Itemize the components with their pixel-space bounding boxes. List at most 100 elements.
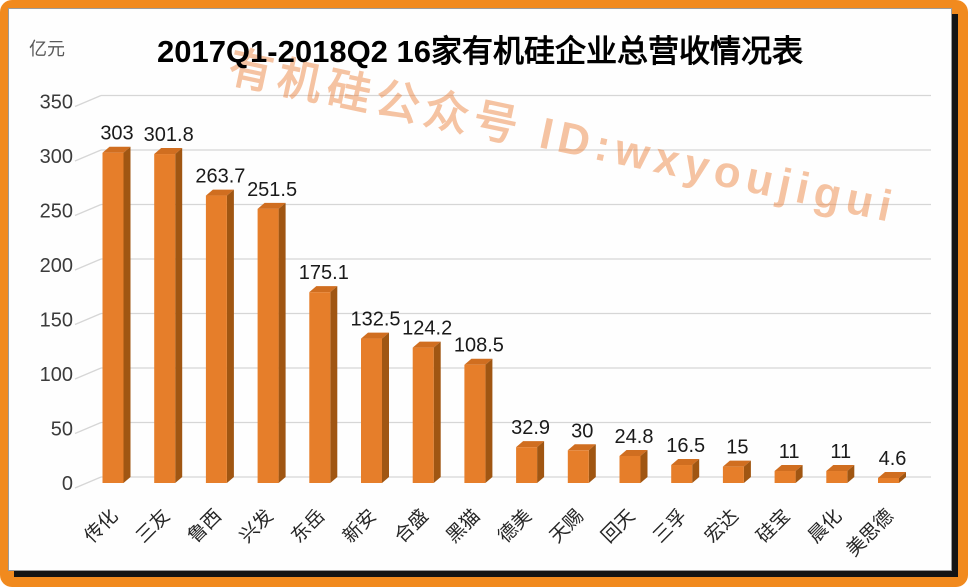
bar [464, 364, 486, 483]
x-category-label: 天赐 [546, 506, 588, 548]
bar [412, 347, 434, 483]
x-category-label: 宏达 [700, 505, 742, 547]
bar-top-face [826, 465, 855, 472]
bar [102, 152, 124, 484]
bar-top-face [257, 202, 286, 209]
bar-value-label: 30 [571, 420, 593, 442]
y-tick-label: 0 [62, 473, 73, 495]
bar-side-face [123, 146, 131, 484]
bar-side-face [537, 441, 545, 483]
bar-side-face [433, 341, 441, 483]
y-axis-unit-label: 亿元 [29, 39, 65, 59]
bar-side-face [899, 471, 906, 483]
bar-value-label: 132.5 [350, 309, 400, 331]
chart-title: 2017Q1-2018Q2 16家有机硅企业总营收情况表 [156, 34, 804, 69]
bar-top-face [619, 449, 648, 456]
y-tick-label: 250 [40, 201, 73, 223]
bar [257, 208, 279, 484]
bar [878, 477, 899, 483]
bar-top-face [154, 148, 183, 155]
x-category-label: 晨化 [804, 505, 846, 547]
y-axis-tick [74, 149, 102, 162]
bar-top-face [309, 286, 338, 293]
bar-side-face [382, 332, 389, 483]
bar-side-face [226, 189, 234, 483]
bar [619, 455, 641, 483]
x-category-label: 回天 [598, 506, 640, 548]
x-category-label: 鲁西 [183, 505, 225, 547]
bar-side-face [795, 465, 803, 483]
x-category-label: 美思德 [842, 505, 898, 561]
x-category-label: 德美 [494, 505, 536, 547]
bar [671, 465, 693, 483]
bar-value-label: 108.5 [454, 335, 504, 357]
bar-value-label: 251.5 [247, 179, 297, 201]
bar-value-label: 175.1 [299, 262, 349, 284]
bar [154, 154, 176, 483]
bar-side-face [692, 459, 700, 483]
bar-side-face [278, 202, 286, 484]
y-axis-tick [74, 258, 102, 271]
y-axis-tick [74, 476, 102, 489]
bar [774, 471, 796, 483]
bar-side-face [485, 358, 493, 483]
y-tick-label: 300 [40, 146, 73, 168]
bar-top-face [671, 459, 700, 466]
bar-side-face [588, 444, 596, 483]
y-axis-tick [74, 421, 102, 435]
bar-chart: 0 50 100 150 200 250 300 350 303 传化 301.8 三友 263.7 鲁西… [40, 92, 931, 561]
bar-value-label: 32.9 [511, 417, 550, 439]
bar-top-face [412, 341, 441, 348]
x-category-label: 三孚 [649, 505, 691, 547]
bar-top-face [722, 460, 751, 467]
bar [567, 450, 589, 483]
bar-value-label: 11 [779, 441, 800, 463]
bar-top-face [361, 332, 389, 339]
bar-top-face [878, 471, 906, 478]
bar [722, 466, 744, 483]
x-category-label: 新安 [339, 505, 381, 547]
bar-value-label: 301.8 [144, 124, 194, 146]
bar-side-face [847, 465, 855, 483]
bar-top-face [464, 358, 493, 365]
x-category-label: 三友 [132, 505, 174, 547]
bar-value-label: 124.2 [402, 318, 452, 340]
bar-value-label: 16.5 [666, 435, 705, 457]
bar [516, 447, 538, 483]
y-tick-label: 350 [40, 92, 73, 114]
bar [361, 338, 382, 483]
y-axis-tick [74, 367, 102, 380]
bar-value-label: 303 [100, 123, 133, 145]
y-tick-label: 150 [40, 310, 73, 332]
x-category-label: 传化 [80, 505, 122, 547]
y-axis-tick [74, 203, 102, 217]
bar [309, 292, 331, 483]
bar-side-face [330, 286, 338, 483]
y-axis-tick [74, 312, 102, 326]
chart-panel: 有机硅公众号 ID:wxyoujigui 亿元 2017Q1-2018Q2 16… [8, 8, 952, 571]
bar-top-face [516, 441, 545, 448]
y-tick-label: 100 [40, 364, 73, 386]
bar-side-face [640, 449, 648, 483]
bar-side-face [743, 460, 751, 483]
bar [205, 195, 227, 483]
x-category-label: 合盛 [390, 505, 432, 547]
bar-side-face [175, 148, 183, 483]
bar-value-label: 4.6 [879, 448, 907, 470]
bar-value-label: 11 [830, 441, 851, 463]
bar-value-label: 15 [726, 437, 748, 459]
bar-value-label: 263.7 [195, 166, 245, 188]
bar [826, 471, 848, 483]
bar-value-label: 24.8 [615, 426, 654, 448]
x-category-label: 东岳 [287, 505, 329, 547]
x-category-label: 黑猫 [442, 505, 484, 547]
y-axis-tick [74, 94, 102, 108]
x-category-label: 硅宝 [752, 505, 794, 547]
bar-top-face [567, 444, 596, 451]
y-tick-label: 200 [40, 255, 73, 277]
bar-top-face [774, 465, 803, 472]
bar-top-face [102, 146, 131, 153]
x-category-label: 兴发 [235, 505, 277, 547]
y-tick-label: 50 [51, 419, 73, 441]
